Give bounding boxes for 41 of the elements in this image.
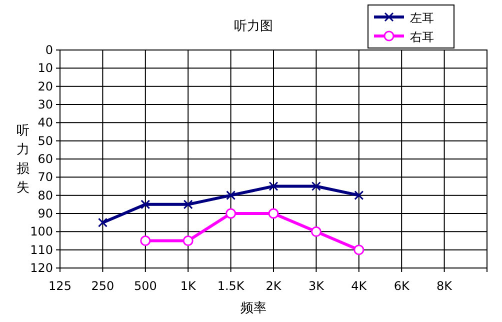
x-tick-label: 1K	[180, 279, 197, 293]
point	[140, 200, 150, 210]
x-tick-label: 4K	[351, 279, 368, 293]
x-tick-label: 3K	[308, 279, 326, 293]
y-axis-title: 听力损失	[16, 124, 30, 196]
y-tick-label: 60	[38, 152, 53, 166]
y-tick-label: 110	[30, 242, 53, 257]
legend-label: 左耳	[410, 11, 434, 25]
point	[268, 182, 278, 191]
y-tick-label: 70	[38, 170, 53, 184]
y-tick-label: 0	[45, 43, 53, 57]
point	[310, 226, 322, 237]
point	[311, 182, 321, 191]
point	[354, 244, 364, 256]
y-tick-label: 100	[30, 224, 53, 239]
y-tick-label: 10	[38, 61, 53, 76]
point	[182, 236, 194, 246]
y-tick-label: 40	[38, 116, 53, 130]
y-tick-label: 120	[30, 261, 53, 275]
x-tick-label: 250	[91, 279, 114, 293]
y-tick-label: 50	[38, 134, 53, 148]
x-tick-label: 8K	[436, 279, 454, 293]
y-tick-label: 90	[38, 206, 53, 220]
point	[354, 190, 364, 200]
x-tick-label: 500	[134, 279, 157, 293]
legend-label: 右耳	[410, 30, 434, 44]
point	[226, 190, 236, 200]
y-tick-label: 80	[38, 188, 53, 202]
point	[268, 208, 279, 219]
x-tick-label: 125	[48, 279, 72, 293]
x-axis-title: 频率	[240, 300, 266, 316]
x-tick-label: 6K	[394, 279, 410, 293]
point	[140, 236, 151, 246]
chart-title: 听力图	[234, 19, 273, 34]
x-tick-label: 1.5K	[217, 279, 246, 293]
point	[98, 218, 108, 228]
point	[226, 208, 236, 219]
point	[183, 200, 193, 210]
y-tick-label: 30	[38, 98, 53, 112]
y-tick-label: 20	[38, 79, 53, 94]
x-tick-label: 2K	[266, 279, 282, 293]
